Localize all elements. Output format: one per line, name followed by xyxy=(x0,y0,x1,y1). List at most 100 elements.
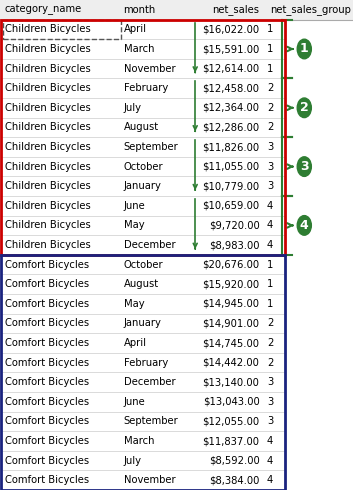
Text: September: September xyxy=(124,416,178,426)
Text: 2: 2 xyxy=(267,83,273,93)
Circle shape xyxy=(297,216,311,235)
Text: $12,286.00: $12,286.00 xyxy=(202,122,259,132)
Text: $11,837.00: $11,837.00 xyxy=(203,436,259,446)
Text: March: March xyxy=(124,436,154,446)
Text: Comfort Bicycles: Comfort Bicycles xyxy=(5,475,89,485)
Text: $8,592.00: $8,592.00 xyxy=(209,456,259,466)
Text: category_name: category_name xyxy=(5,4,82,15)
Text: Children Bicycles: Children Bicycles xyxy=(5,24,90,34)
Text: $15,591.00: $15,591.00 xyxy=(202,44,259,54)
FancyBboxPatch shape xyxy=(1,412,285,431)
Text: 1: 1 xyxy=(300,43,309,55)
FancyBboxPatch shape xyxy=(1,157,285,176)
Text: $8,384.00: $8,384.00 xyxy=(209,475,259,485)
Text: 4: 4 xyxy=(267,240,273,250)
Text: net_sales_group: net_sales_group xyxy=(270,4,351,15)
FancyBboxPatch shape xyxy=(1,118,285,137)
Text: $15,920.00: $15,920.00 xyxy=(202,279,259,289)
Text: April: April xyxy=(124,24,146,34)
FancyBboxPatch shape xyxy=(1,137,285,157)
Text: May: May xyxy=(124,220,144,230)
FancyBboxPatch shape xyxy=(1,431,285,451)
FancyBboxPatch shape xyxy=(1,274,285,294)
FancyBboxPatch shape xyxy=(1,451,285,470)
Text: 1: 1 xyxy=(267,279,273,289)
FancyBboxPatch shape xyxy=(1,235,285,255)
FancyBboxPatch shape xyxy=(1,216,285,235)
FancyBboxPatch shape xyxy=(1,470,285,490)
Text: $12,364.00: $12,364.00 xyxy=(203,103,259,113)
Text: $12,458.00: $12,458.00 xyxy=(203,83,259,93)
Text: June: June xyxy=(124,201,145,211)
Text: Comfort Bicycles: Comfort Bicycles xyxy=(5,318,89,328)
Text: $12,055.00: $12,055.00 xyxy=(202,416,259,426)
Text: $10,779.00: $10,779.00 xyxy=(202,181,259,191)
Text: $14,745.00: $14,745.00 xyxy=(203,338,259,348)
Text: 2: 2 xyxy=(267,318,273,328)
Text: Comfort Bicycles: Comfort Bicycles xyxy=(5,299,89,309)
Text: Children Bicycles: Children Bicycles xyxy=(5,83,90,93)
Text: 3: 3 xyxy=(267,416,273,426)
Text: Comfort Bicycles: Comfort Bicycles xyxy=(5,436,89,446)
Text: 1: 1 xyxy=(267,64,273,74)
FancyBboxPatch shape xyxy=(1,294,285,314)
Text: 1: 1 xyxy=(267,260,273,270)
Text: September: September xyxy=(124,142,178,152)
Text: 4: 4 xyxy=(300,219,309,232)
Text: Children Bicycles: Children Bicycles xyxy=(5,240,90,250)
Circle shape xyxy=(297,98,311,118)
FancyBboxPatch shape xyxy=(1,255,285,274)
Text: December: December xyxy=(124,240,175,250)
Text: 4: 4 xyxy=(267,456,273,466)
Text: May: May xyxy=(124,299,144,309)
Text: 2: 2 xyxy=(267,103,273,113)
Text: $11,826.00: $11,826.00 xyxy=(202,142,259,152)
Text: Comfort Bicycles: Comfort Bicycles xyxy=(5,279,89,289)
Text: 3: 3 xyxy=(267,397,273,407)
Text: Children Bicycles: Children Bicycles xyxy=(5,142,90,152)
FancyBboxPatch shape xyxy=(1,314,285,333)
Text: February: February xyxy=(124,83,168,93)
Text: Comfort Bicycles: Comfort Bicycles xyxy=(5,416,89,426)
Text: Comfort Bicycles: Comfort Bicycles xyxy=(5,358,89,368)
FancyBboxPatch shape xyxy=(1,196,285,216)
Text: 2: 2 xyxy=(300,101,309,114)
Text: 4: 4 xyxy=(267,436,273,446)
Text: Comfort Bicycles: Comfort Bicycles xyxy=(5,377,89,387)
Text: Comfort Bicycles: Comfort Bicycles xyxy=(5,338,89,348)
Text: 2: 2 xyxy=(267,358,273,368)
Text: $16,022.00: $16,022.00 xyxy=(202,24,259,34)
Text: Children Bicycles: Children Bicycles xyxy=(5,181,90,191)
Text: Children Bicycles: Children Bicycles xyxy=(5,201,90,211)
Text: August: August xyxy=(124,122,159,132)
Text: 3: 3 xyxy=(267,142,273,152)
Text: $8,983.00: $8,983.00 xyxy=(209,240,259,250)
Text: Comfort Bicycles: Comfort Bicycles xyxy=(5,456,89,466)
Text: December: December xyxy=(124,377,175,387)
Text: $11,055.00: $11,055.00 xyxy=(202,162,259,172)
FancyBboxPatch shape xyxy=(1,39,285,59)
Text: March: March xyxy=(124,44,154,54)
Text: 2: 2 xyxy=(267,338,273,348)
Text: 3: 3 xyxy=(300,160,309,173)
Text: 3: 3 xyxy=(267,181,273,191)
FancyBboxPatch shape xyxy=(1,392,285,412)
Text: $14,945.00: $14,945.00 xyxy=(203,299,259,309)
Circle shape xyxy=(297,39,311,59)
Text: October: October xyxy=(124,260,163,270)
Circle shape xyxy=(297,157,311,176)
Text: month: month xyxy=(124,5,156,15)
Text: January: January xyxy=(124,181,161,191)
FancyBboxPatch shape xyxy=(1,176,285,196)
Text: August: August xyxy=(124,279,159,289)
Text: Children Bicycles: Children Bicycles xyxy=(5,103,90,113)
Text: $12,614.00: $12,614.00 xyxy=(202,64,259,74)
Text: July: July xyxy=(124,103,142,113)
Text: $10,659.00: $10,659.00 xyxy=(202,201,259,211)
Text: $13,140.00: $13,140.00 xyxy=(203,377,259,387)
FancyBboxPatch shape xyxy=(0,0,353,20)
FancyBboxPatch shape xyxy=(1,333,285,353)
Text: Children Bicycles: Children Bicycles xyxy=(5,162,90,172)
Text: Children Bicycles: Children Bicycles xyxy=(5,64,90,74)
Text: 4: 4 xyxy=(267,475,273,485)
